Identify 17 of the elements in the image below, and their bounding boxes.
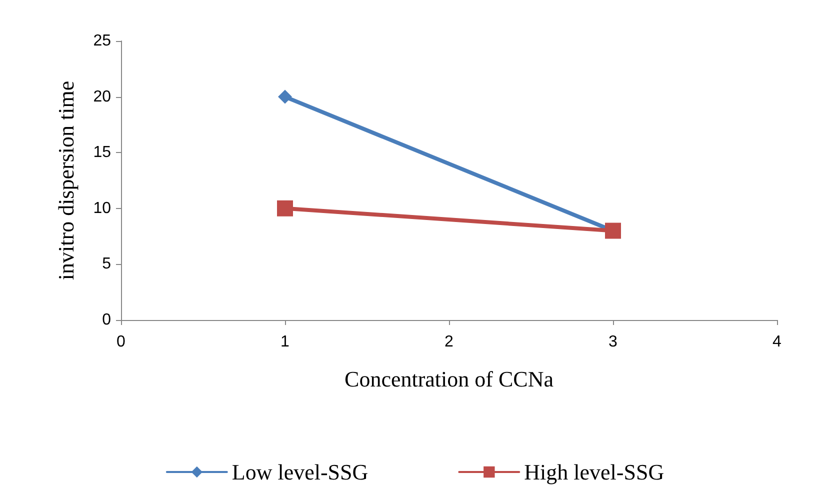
y-tick-label: 5	[102, 256, 112, 273]
x-tick-label: 3	[608, 334, 618, 350]
legend-label: High level-SSG	[524, 460, 664, 484]
legend-label: Low level-SSG	[232, 460, 368, 484]
y-tick-label: 20	[93, 88, 112, 106]
y-tick-label: 0	[102, 312, 112, 328]
x-tick-label: 1	[280, 334, 290, 350]
y-tick-label: 10	[93, 200, 112, 217]
y-tick-label: 25	[93, 32, 112, 50]
x-tick-label: 2	[444, 334, 454, 350]
y-axis-title: invitro dispersion time	[54, 80, 78, 280]
x-tick-label: 4	[772, 334, 782, 350]
point	[277, 200, 293, 216]
x-tick-label: 0	[116, 334, 126, 350]
y-tick-label: 15	[93, 144, 112, 162]
x-axis-title: Concentration of CCNa	[344, 366, 554, 392]
point	[278, 90, 292, 104]
